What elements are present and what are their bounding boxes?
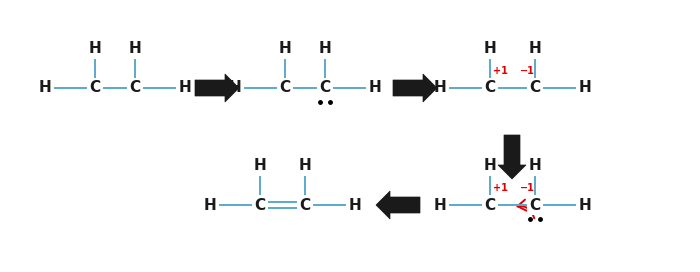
- Text: C: C: [319, 81, 330, 95]
- Text: H: H: [528, 158, 541, 173]
- Text: C: C: [529, 197, 540, 212]
- Text: H: H: [279, 41, 291, 56]
- Text: H: H: [433, 81, 446, 95]
- Text: −1: −1: [519, 66, 534, 76]
- Text: H: H: [129, 41, 141, 56]
- Polygon shape: [393, 74, 437, 102]
- Text: +1: +1: [493, 66, 507, 76]
- Polygon shape: [498, 135, 526, 179]
- Text: H: H: [299, 158, 312, 173]
- Text: C: C: [484, 81, 496, 95]
- Text: H: H: [203, 197, 216, 212]
- Text: −1: −1: [519, 183, 534, 193]
- Text: H: H: [253, 158, 267, 173]
- Text: H: H: [433, 197, 446, 212]
- Text: H: H: [349, 197, 362, 212]
- Text: H: H: [38, 81, 51, 95]
- Text: H: H: [484, 41, 496, 56]
- Text: H: H: [228, 81, 241, 95]
- Text: H: H: [484, 158, 496, 173]
- FancyArrowPatch shape: [517, 200, 534, 218]
- Text: +1: +1: [493, 183, 507, 193]
- Text: H: H: [179, 81, 192, 95]
- Text: C: C: [529, 81, 540, 95]
- Text: H: H: [579, 197, 592, 212]
- Text: C: C: [130, 81, 141, 95]
- Text: H: H: [89, 41, 102, 56]
- Text: H: H: [369, 81, 382, 95]
- Text: H: H: [318, 41, 331, 56]
- Text: C: C: [484, 197, 496, 212]
- Text: H: H: [528, 41, 541, 56]
- Text: C: C: [254, 197, 265, 212]
- Text: C: C: [300, 197, 311, 212]
- Text: C: C: [279, 81, 290, 95]
- Polygon shape: [195, 74, 239, 102]
- Text: C: C: [90, 81, 101, 95]
- Polygon shape: [376, 191, 420, 219]
- Text: H: H: [579, 81, 592, 95]
